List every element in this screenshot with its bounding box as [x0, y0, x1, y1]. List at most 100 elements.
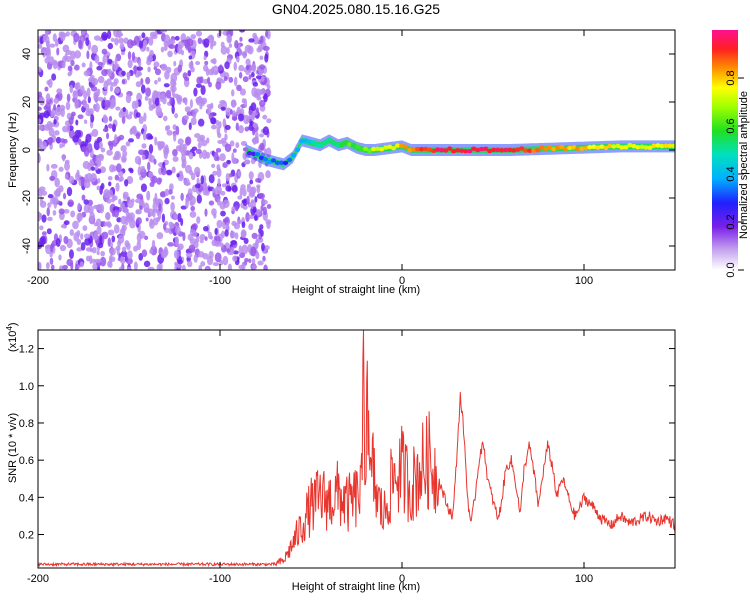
noise-blob [261, 242, 265, 252]
x-tick-label: 0 [399, 573, 405, 585]
noise-blob [107, 175, 113, 181]
ridge-point [559, 144, 565, 150]
noise-blob [170, 202, 175, 212]
y-tick-label: -20 [21, 190, 33, 206]
noise-blob [266, 118, 272, 124]
noise-blob [55, 187, 61, 198]
noise-blob [166, 169, 173, 176]
noise-blob [241, 230, 246, 238]
ridge-point [306, 139, 313, 145]
noise-blob [45, 102, 51, 110]
noise-blob [50, 110, 54, 118]
noise-blob [117, 239, 122, 248]
noise-blob [216, 167, 222, 178]
noise-blob [200, 139, 208, 147]
noise-blob [244, 257, 249, 263]
ridge-point [322, 139, 329, 145]
noise-blob [251, 258, 256, 265]
noise-blob [65, 31, 70, 37]
noise-blob [258, 192, 265, 200]
noise-blob [38, 153, 41, 163]
noise-blob [203, 38, 210, 48]
noise-blob [164, 144, 169, 154]
noise-blob [112, 156, 117, 161]
noise-blob [231, 116, 238, 121]
noise-blob [80, 241, 86, 251]
ridge-point [270, 158, 277, 163]
noise-blob [139, 205, 143, 210]
noise-blob [219, 99, 226, 105]
noise-blob [212, 170, 218, 176]
noise-blob [236, 84, 242, 92]
noise-blob [153, 158, 157, 165]
ridge-point [639, 144, 645, 150]
noise-blob [96, 65, 103, 71]
noise-blob [226, 222, 230, 231]
noise-blob [53, 119, 57, 125]
ridge-point [459, 148, 465, 153]
noise-blob [181, 264, 186, 270]
noise-blob [195, 83, 202, 88]
x-tick-label: -200 [27, 573, 49, 585]
noise-blob [86, 142, 93, 153]
noise-blob [157, 111, 164, 116]
noise-blob [220, 45, 228, 55]
noise-blob [199, 238, 204, 244]
figure-title: GN04.2025.080.15.16.G25 [272, 1, 440, 17]
noise-blob [211, 239, 217, 247]
noise-blob [164, 197, 170, 205]
noise-blob [252, 122, 259, 128]
noise-blob [141, 143, 147, 149]
colorbar: 0.0 0.2 0.4 0.6 0.8 Normalized spectral ampl… [712, 30, 750, 278]
noise-blob [131, 51, 136, 61]
noise-blob [168, 39, 176, 45]
noise-blob [97, 61, 104, 66]
noise-blob [185, 198, 189, 209]
ridge-point [539, 145, 545, 150]
ridge-point [555, 145, 561, 150]
noise-blob [196, 216, 201, 224]
ridge-point [443, 148, 449, 153]
noise-blob [62, 154, 66, 162]
noise-blob [207, 231, 212, 240]
ridge-point [387, 144, 393, 150]
noise-blob [124, 216, 129, 226]
noise-blob [152, 208, 156, 218]
noise-blob [148, 143, 154, 154]
noise-blob [97, 75, 105, 84]
ridge-point [587, 145, 593, 150]
noise-blob [174, 236, 180, 246]
noise-blob [259, 142, 265, 151]
noise-blob [76, 169, 80, 178]
noise-blob [126, 257, 133, 265]
noise-blob [157, 77, 161, 82]
noise-blob [245, 64, 250, 70]
x-tick-label: 0 [399, 275, 405, 287]
noise-blob [62, 44, 70, 53]
noise-blob [114, 37, 119, 46]
snr-y-axis-label: SNR (10 * v/v) [7, 413, 19, 483]
spectrogram-plot-area [38, 30, 675, 270]
noise-blob [237, 195, 243, 200]
noise-blob [165, 89, 172, 99]
noise-blob [154, 68, 162, 76]
noise-blob [229, 109, 233, 115]
noise-blob [44, 57, 50, 64]
snr-frame [37, 329, 676, 569]
noise-blob [46, 207, 51, 217]
noise-blob [215, 80, 222, 90]
noise-blob [102, 128, 109, 133]
noise-blob [85, 110, 93, 117]
noise-blob [228, 76, 234, 83]
noise-blob [74, 263, 79, 270]
noise-blob [98, 141, 103, 149]
noise-blob [59, 143, 63, 149]
ridge-point [647, 145, 653, 150]
ridge-point [274, 160, 281, 166]
ridge-point [611, 144, 617, 149]
noise-blob [160, 250, 168, 259]
colorbar-tick-label: 0.8 [725, 70, 737, 85]
noise-blob [153, 61, 160, 68]
noise-blob [106, 30, 112, 40]
